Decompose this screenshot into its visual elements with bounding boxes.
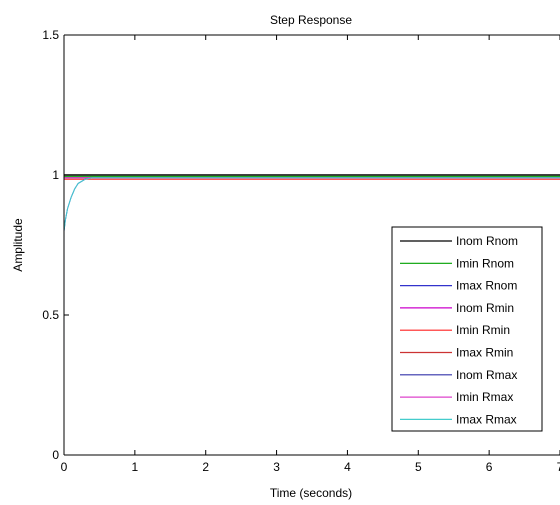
legend: Inom Rnom Imin Rnom Imax Rnom Inom Rmin Imin… (391, 226, 543, 432)
legend-label-9: Imax Rmax (456, 412, 517, 426)
y-tick-label: 0.5 (42, 308, 59, 322)
x-tick-label: 6 (486, 460, 493, 474)
x-tick-label: 0 (61, 460, 68, 474)
legend-label-4: Inom Rmin (456, 301, 514, 315)
x-tick-label: 7 (557, 460, 560, 474)
legend-label-6: Imax Rmin (456, 346, 513, 360)
series-group (64, 174, 560, 455)
y-tick-label: 1 (52, 168, 59, 182)
x-tick-label: 2 (202, 460, 209, 474)
legend-label-7: Inom Rmax (456, 368, 517, 382)
legend-label-5: Imin Rmin (456, 323, 510, 337)
legend-label-8: Imin Rmax (456, 390, 513, 404)
y-axis-label: Amplitude (11, 218, 25, 272)
series-line-9 (64, 177, 560, 455)
chart-title: Step Response (270, 13, 352, 27)
x-tick-label: 5 (415, 460, 422, 474)
x-tick-label: 4 (344, 460, 351, 474)
legend-label-3: Imax Rnom (456, 279, 517, 293)
y-tick-label: 0 (52, 448, 59, 462)
x-tick-label: 1 (132, 460, 139, 474)
legend-label-2: Imin Rnom (456, 256, 514, 270)
x-axis-label: Time (seconds) (270, 486, 352, 500)
y-tick-label: 1.5 (42, 28, 59, 42)
legend-label-1: Inom Rnom (456, 234, 518, 248)
x-tick-label: 3 (273, 460, 280, 474)
